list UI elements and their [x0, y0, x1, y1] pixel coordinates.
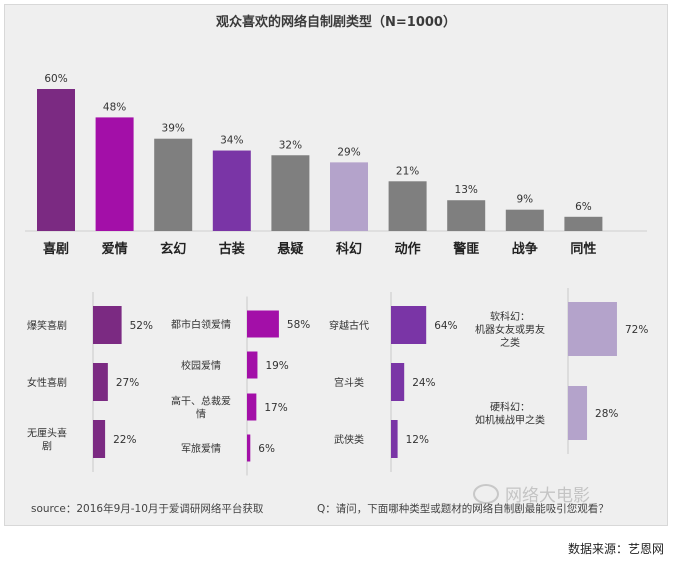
bar-5	[271, 155, 310, 231]
sub-bar-value-label: 6%	[258, 443, 275, 455]
category-label: 战争	[512, 241, 538, 257]
bar-1	[37, 89, 75, 231]
data-credit: 数据来源：艺恩网	[567, 542, 664, 556]
sub-category-label: 都市白领爱情	[171, 318, 231, 331]
bar-value-label: 32%	[279, 139, 302, 151]
sub-category-label: 无厘头喜剧	[27, 427, 67, 453]
chart-title: 观众喜欢的网络自制剧类型（N=1000）	[216, 15, 456, 30]
bar-7	[388, 181, 427, 231]
sub-bar-value-label: 27%	[116, 377, 139, 389]
category-label: 古装	[219, 241, 245, 257]
wechat-icon	[473, 483, 499, 504]
sub-bar-value-label: 12%	[406, 434, 429, 446]
sub-bar-value-label: 64%	[434, 320, 457, 332]
category-label: 玄幻	[160, 241, 186, 257]
sub-bar-value-label: 24%	[412, 377, 435, 389]
sub-bar-value-label: 58%	[287, 319, 310, 331]
sub-category-label: 穿越古代	[329, 319, 369, 332]
bar-8	[447, 200, 486, 231]
sub-bar-2	[93, 363, 108, 401]
category-label: 悬疑	[277, 241, 303, 257]
sub-bar-2	[568, 386, 588, 440]
sub-bar-value-label: 19%	[265, 360, 288, 372]
footer-question: Q：请问，下面哪种类型或题材的网络自制剧最能吸引您观看？	[317, 503, 609, 515]
sub-bar-value-label: 28%	[595, 408, 618, 420]
bar-4	[212, 150, 251, 231]
sub-bar-value-label: 72%	[625, 324, 648, 336]
category-label: 动作	[395, 241, 421, 257]
sub-bar-1	[93, 306, 122, 344]
sub-category-label: 硬科幻：如机械战甲之类	[475, 401, 545, 427]
category-label: 爱情	[102, 241, 128, 257]
bar-value-label: 9%	[516, 194, 533, 206]
sub-bar-3	[93, 420, 106, 458]
chart-canvas: 60% 喜剧 48% 爱情 39% 玄幻 34% 古装 32% 悬疑 29% 科幻 21% 动作 13% 警匪…	[25, 73, 648, 476]
chart-card: 观众喜欢的网络自制剧类型（N=1000） 60% 喜剧 48% 爱情 39% 玄幻 34% 古…	[4, 4, 668, 526]
bar-value-label: 21%	[396, 165, 419, 177]
bar-value-label: 34%	[220, 135, 243, 147]
sub-bar-2	[247, 351, 258, 379]
bar-3	[154, 138, 193, 231]
bar-9	[505, 209, 544, 231]
sub-category-label: 校园爱情	[181, 359, 221, 372]
sub-category-label: 高干、总裁爱情	[171, 395, 231, 421]
sub-bar-value-label: 17%	[264, 402, 287, 414]
footer-source: source：2016年9月-10月于爱调研网络平台获取	[31, 503, 264, 515]
bar-2	[95, 117, 134, 231]
sub-category-label: 军旅爱情	[181, 442, 221, 455]
bar-10	[564, 216, 603, 231]
sub-bar-3	[391, 420, 398, 458]
sub-category-label: 软科幻：机器女友或男友之类	[475, 310, 545, 349]
bar-value-label: 29%	[337, 146, 360, 158]
sub-bar-1	[568, 302, 617, 356]
sub-bar-value-label: 22%	[113, 434, 136, 446]
bar-6	[330, 162, 368, 231]
bar-value-label: 60%	[44, 73, 67, 85]
sub-category-label: 爆笑喜剧	[27, 319, 67, 332]
category-label: 警匪	[453, 241, 479, 257]
sub-bar-2	[391, 363, 405, 401]
sub-bar-value-label: 52%	[130, 320, 153, 332]
bar-value-label: 13%	[455, 184, 478, 196]
sub-bar-1	[391, 306, 427, 344]
bar-value-label: 39%	[162, 123, 185, 135]
bar-value-label: 48%	[103, 101, 126, 113]
watermark-text: 网络大电影	[505, 486, 590, 506]
sub-bar-4	[247, 434, 251, 462]
sub-bar-1	[247, 310, 279, 338]
sub-category-label: 女性喜剧	[27, 376, 67, 389]
sub-bar-3	[247, 393, 257, 421]
watermark: 网络大电影	[473, 481, 590, 506]
sub-category-label: 宫斗类	[334, 376, 364, 389]
bar-value-label: 6%	[575, 201, 592, 213]
category-label: 喜剧	[43, 241, 69, 257]
category-label: 同性	[570, 241, 596, 257]
category-label: 科幻	[336, 241, 362, 257]
sub-category-label: 武侠类	[334, 433, 364, 446]
